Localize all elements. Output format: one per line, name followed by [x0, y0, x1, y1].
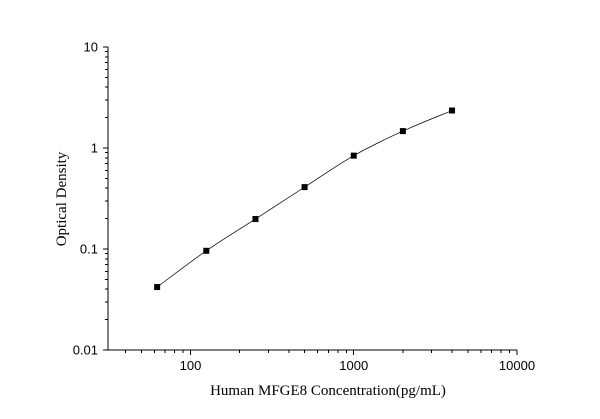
x-tick-label: 10000 [499, 358, 535, 373]
data-point-marker [154, 284, 161, 291]
data-point-marker [301, 184, 308, 191]
data-point-marker [252, 216, 259, 223]
data-point-marker [399, 128, 406, 135]
x-tick-label: 1000 [339, 358, 368, 373]
x-axis-title: Human MFGE8 Concentration(pg/mL) [210, 383, 446, 399]
y-major-ticks [103, 46, 108, 351]
y-tick-labels: 0.01 0.1 1 10 [73, 40, 98, 358]
y-tick-label: 0.01 [73, 343, 98, 358]
y-tick-label: 10 [84, 40, 98, 55]
x-tick-labels: 100 1000 10000 [180, 358, 535, 373]
y-axis-title: Optical Density [54, 151, 70, 246]
series-curve [156, 110, 453, 288]
data-point-marker [203, 247, 210, 254]
y-tick-label: 0.1 [80, 242, 98, 257]
x-major-ticks [189, 350, 518, 355]
x-tick-label: 100 [180, 358, 202, 373]
data-point-marker [350, 152, 357, 159]
data-point-marker [449, 107, 456, 114]
y-tick-label: 1 [91, 141, 98, 156]
data-points [154, 107, 456, 291]
